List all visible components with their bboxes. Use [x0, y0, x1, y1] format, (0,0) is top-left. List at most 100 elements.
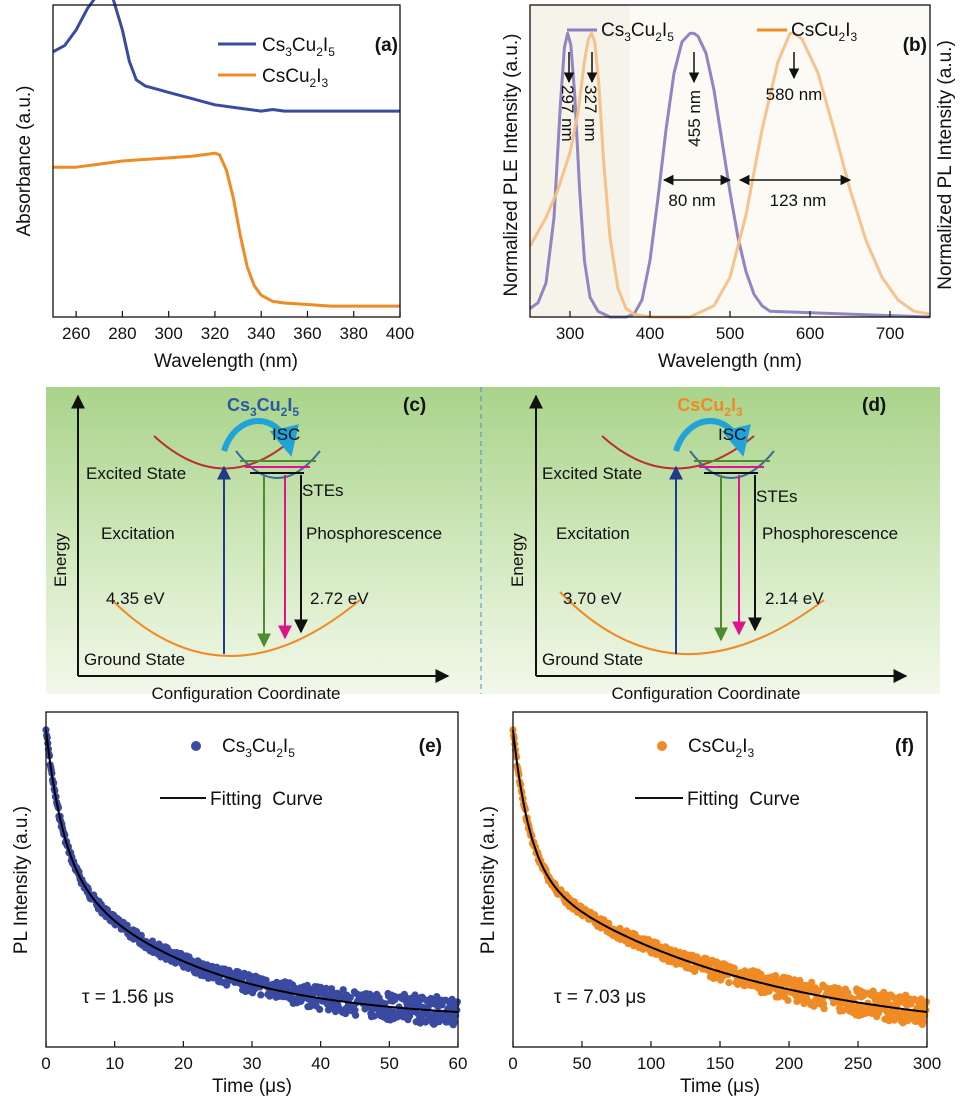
data-point: [316, 1005, 324, 1014]
x-tick-label: 340: [247, 324, 275, 343]
fit-curve: [45, 729, 459, 1013]
data-point: [414, 1010, 422, 1018]
panel-e-tau: τ = 1.56 μs: [82, 987, 174, 1008]
panel-f-plot: [509, 726, 931, 1029]
panel-e-label: (e): [419, 736, 442, 757]
data-point: [917, 995, 925, 1003]
legend-marker-cscu2i3: [657, 741, 667, 751]
panel-b-ylabel-right: Normalized PL Intensity (a.u.): [935, 40, 956, 290]
x-tick-label: 20: [174, 1054, 193, 1073]
panel-b-annotations: 297 nm 327 nm 455 nm 580 nm 80 nm 123 nm: [558, 52, 852, 210]
excitation-energy-c: 4.35 eV: [106, 589, 165, 608]
panel-a-plot: [52, 0, 400, 308]
x-tick-label: 400: [386, 324, 414, 343]
panel-b-ylabel-left: Normalized PLE Intensity (a.u.): [501, 34, 522, 297]
panel-f-ylabel: PL Intensity (a.u.): [478, 806, 499, 954]
panel-a-xlabel: Wavelength (nm): [154, 351, 298, 372]
panel-a-label: (a): [375, 35, 398, 56]
series-line: [53, 151, 400, 308]
isc-label-d: ISC: [718, 425, 746, 444]
panel-b-xlabel: Wavelength (nm): [658, 351, 802, 372]
data-point: [781, 988, 789, 996]
legend-marker-cs3cu2i5: [191, 741, 201, 751]
data-point: [257, 991, 265, 999]
series-line: [52, 0, 400, 113]
peak-label-297: 297 nm: [558, 85, 577, 142]
panel-f-ticks: 0 50 100 150 200 250 300: [508, 1041, 941, 1073]
panel-e-legend: Cs3Cu2I5 Fitting Curve: [160, 736, 323, 810]
panel-e: 0 10 20 30 40 50 60 Time (μs) PL Intensity (a.…: [11, 711, 467, 1097]
ground-state-curve-d: [559, 591, 825, 655]
panel-a-legend: Cs3Cu2I5 CsCu2I3: [218, 35, 335, 90]
legend-label-cs3cu2i5-ple: Cs3Cu2I5: [601, 20, 674, 44]
data-point: [874, 1009, 883, 1017]
data-point: [303, 981, 311, 990]
diagram-d: Energy Configuration Coordinate CsCu2I3 …: [508, 394, 908, 703]
coordinate-axis-label-c: Configuration Coordinate: [151, 684, 340, 703]
compound-title-d: CsCu2I3: [677, 395, 743, 419]
panel-f-legend: CsCu2I3 Fitting Curve: [635, 736, 800, 810]
diagram-background: [46, 387, 940, 694]
panel-e-plot: [42, 726, 461, 1029]
ground-state-label-d: Ground State: [542, 650, 643, 669]
series-line: [529, 31, 931, 319]
data-point: [450, 1018, 459, 1026]
panel-b-label: (b): [903, 35, 927, 56]
panel-b-legend: Cs3Cu2I5 CsCu2I3: [567, 20, 858, 44]
data-point: [725, 979, 733, 987]
x-tick-label: 600: [796, 324, 824, 343]
x-tick-label: 320: [201, 324, 229, 343]
legend-label-e-points: Cs3Cu2I5: [222, 736, 295, 760]
panel-f: 0 50 100 150 200 250 300 Time (μs) PL Intensit…: [478, 711, 941, 1097]
panel-f-xlabel: Time (μs): [680, 1076, 760, 1097]
data-point: [402, 994, 410, 1002]
fwhm-label-80: 80 nm: [668, 191, 715, 210]
x-tick-label: 150: [706, 1054, 734, 1073]
x-tick-label: 300: [913, 1054, 941, 1073]
data-point: [339, 986, 347, 994]
fit-curve: [512, 729, 928, 1013]
coordinate-axis-label-d: Configuration Coordinate: [611, 684, 800, 703]
peak-label-455: 455 nm: [685, 90, 704, 147]
x-tick-label: 360: [293, 324, 321, 343]
data-point: [790, 976, 799, 984]
diagram-c: Energy Configuration Coordinate Cs3Cu2I5…: [51, 394, 450, 703]
isc-arrow-c: [221, 418, 299, 457]
panel-a-frame: [52, 4, 401, 318]
legend-label-e-fit: Fitting Curve: [210, 789, 323, 810]
legend-label-f-fit: Fitting Curve: [687, 789, 800, 810]
panel-a: 260 280 300 320 340 360 380 400 Wavelength (nm)…: [14, 0, 414, 372]
x-tick-label: 260: [62, 324, 90, 343]
peak-label-580: 580 nm: [766, 85, 823, 104]
excitation-label-c: Excitation: [101, 524, 175, 543]
stes-label-c: STEs: [302, 481, 344, 500]
x-tick-label: 400: [636, 324, 664, 343]
panel-c-label: (c): [403, 395, 426, 416]
panel-b-ticks: 300 400 500 600 700: [556, 311, 904, 343]
x-tick-label: 700: [876, 324, 904, 343]
data-point: [411, 991, 419, 999]
data-point: [352, 1011, 360, 1019]
isc-label-c: ISC: [272, 425, 300, 444]
emission-energy-d: 2.14 eV: [765, 589, 824, 608]
x-tick-label: 300: [154, 324, 182, 343]
x-tick-label: 10: [105, 1054, 124, 1073]
panel-d-label: (d): [862, 395, 886, 416]
data-point: [871, 990, 879, 999]
stes-label-d: STEs: [756, 487, 798, 506]
data-point: [815, 987, 823, 995]
excited-state-label-d: Excited State: [542, 464, 642, 483]
x-tick-label: 40: [311, 1054, 330, 1073]
x-tick-label: 300: [556, 324, 584, 343]
x-tick-label: 50: [573, 1054, 592, 1073]
isc-arrow-d: [673, 418, 751, 457]
panel-b-shade-right: [630, 5, 930, 317]
data-point: [406, 1012, 414, 1020]
data-point: [772, 972, 780, 980]
panel-a-ylabel: Absorbance (a.u.): [14, 85, 35, 236]
x-tick-label: 0: [508, 1054, 517, 1073]
legend-label-f-points: CsCu2I3: [688, 736, 755, 760]
compound-title-c: Cs3Cu2I5: [227, 395, 299, 419]
excitation-energy-d: 3.70 eV: [563, 589, 622, 608]
excited-state-label-c: Excited State: [86, 464, 186, 483]
